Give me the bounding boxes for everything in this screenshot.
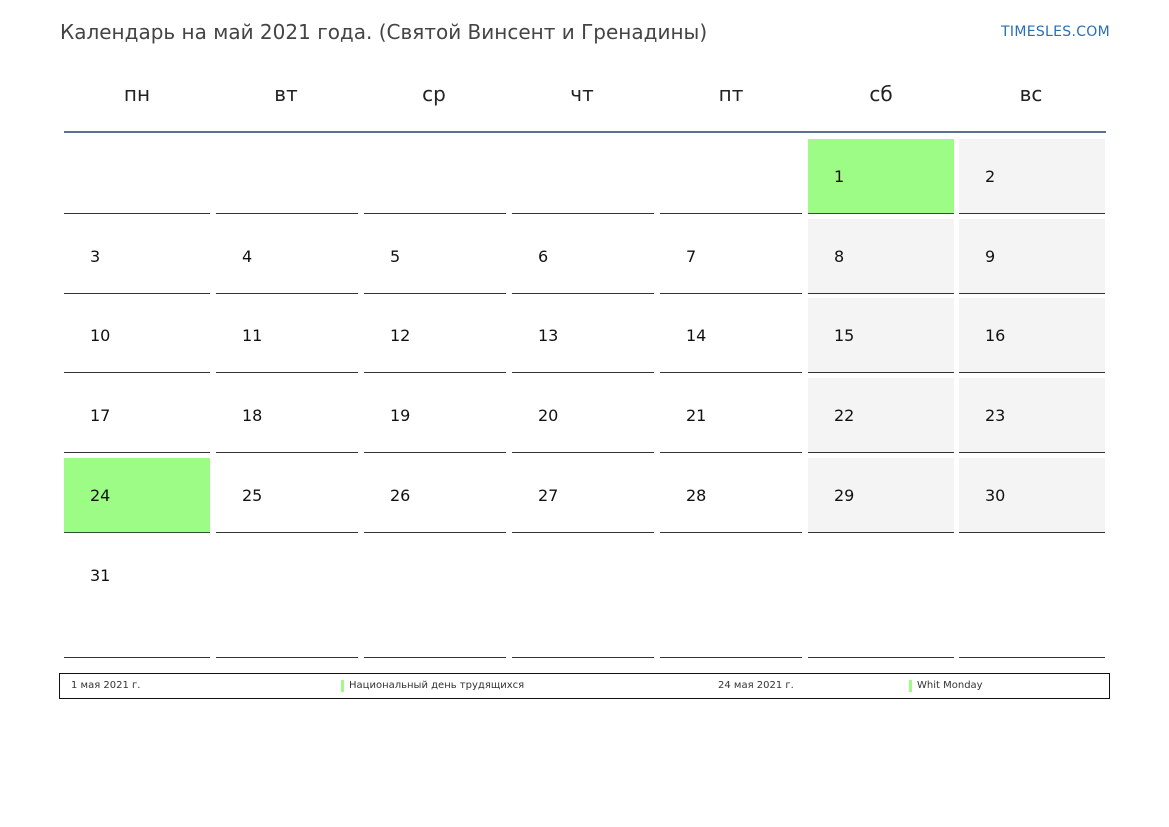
day-number: 29: [834, 486, 855, 505]
day-number: 10: [90, 326, 111, 345]
day-number: 9: [985, 247, 996, 266]
legend-name-1: Национальный день трудящихся: [349, 680, 525, 691]
weekday-thu: чт: [570, 82, 594, 106]
empty-day-cell: [216, 538, 358, 658]
day-number: 11: [242, 326, 263, 345]
weekday-sun: вс: [1019, 82, 1043, 106]
day-number: 16: [985, 326, 1006, 345]
empty-day-cell: [959, 538, 1105, 658]
day-number: 5: [390, 247, 401, 266]
legend-date-1: 1 мая 2021 г.: [71, 680, 141, 691]
day-number: 22: [834, 406, 855, 425]
day-cell-21[interactable]: 21: [660, 378, 802, 453]
day-cell-23[interactable]: 23: [959, 378, 1105, 453]
weekday-fri: пт: [718, 82, 744, 106]
day-number: 8: [834, 247, 845, 266]
day-number: 24: [90, 486, 111, 505]
day-number: 7: [686, 247, 697, 266]
day-number: 21: [686, 406, 707, 425]
day-cell-25[interactable]: 25: [216, 458, 358, 533]
weekday-header-row: пн вт ср чт пт сб вс: [64, 82, 1106, 116]
day-number: 31: [90, 566, 111, 585]
day-number: 26: [390, 486, 411, 505]
day-number: 23: [985, 406, 1006, 425]
empty-day-cell: [364, 139, 506, 214]
empty-day-cell: [512, 538, 654, 658]
day-number: 28: [686, 486, 707, 505]
day-cell-29[interactable]: 29: [808, 458, 954, 533]
legend-date-2: 24 мая 2021 г.: [718, 680, 794, 691]
day-cell-11[interactable]: 11: [216, 298, 358, 373]
brand-link[interactable]: TIMESLES.COM: [1001, 24, 1110, 40]
empty-day-cell: [64, 139, 210, 214]
day-cell-30[interactable]: 30: [959, 458, 1105, 533]
day-cell-9[interactable]: 9: [959, 219, 1105, 294]
day-number: 18: [242, 406, 263, 425]
day-cell-8[interactable]: 8: [808, 219, 954, 294]
empty-day-cell: [660, 139, 802, 214]
day-number: 15: [834, 326, 855, 345]
day-cell-28[interactable]: 28: [660, 458, 802, 533]
day-cell-24[interactable]: 24: [64, 458, 210, 533]
day-cell-14[interactable]: 14: [660, 298, 802, 373]
day-cell-12[interactable]: 12: [364, 298, 506, 373]
day-number: 1: [834, 167, 845, 186]
day-number: 4: [242, 247, 253, 266]
empty-day-cell: [512, 139, 654, 214]
day-cell-26[interactable]: 26: [364, 458, 506, 533]
day-cell-7[interactable]: 7: [660, 219, 802, 294]
day-cell-19[interactable]: 19: [364, 378, 506, 453]
day-cell-3[interactable]: 3: [64, 219, 210, 294]
day-number: 2: [985, 167, 996, 186]
day-number: 25: [242, 486, 263, 505]
legend-color-marker: [341, 680, 344, 692]
header-divider: [64, 131, 1106, 133]
empty-day-cell: [364, 538, 506, 658]
day-number: 27: [538, 486, 559, 505]
day-cell-2[interactable]: 2: [959, 139, 1105, 214]
day-cell-6[interactable]: 6: [512, 219, 654, 294]
day-number: 12: [390, 326, 411, 345]
day-cell-22[interactable]: 22: [808, 378, 954, 453]
day-cell-18[interactable]: 18: [216, 378, 358, 453]
empty-day-cell: [216, 139, 358, 214]
day-cell-4[interactable]: 4: [216, 219, 358, 294]
day-cell-20[interactable]: 20: [512, 378, 654, 453]
day-number: 6: [538, 247, 549, 266]
day-number: 3: [90, 247, 101, 266]
weekday-wed: ср: [422, 82, 446, 106]
day-number: 13: [538, 326, 559, 345]
weekday-tue: вт: [274, 82, 298, 106]
legend-name-2: Whit Monday: [917, 680, 983, 691]
weekday-mon: пн: [123, 82, 151, 106]
holiday-legend: 1 мая 2021 г. Национальный день трудящих…: [59, 673, 1110, 699]
day-number: 17: [90, 406, 111, 425]
empty-day-cell: [660, 538, 802, 658]
day-cell-17[interactable]: 17: [64, 378, 210, 453]
legend-color-marker: [909, 680, 912, 692]
day-cell-5[interactable]: 5: [364, 219, 506, 294]
day-cell-13[interactable]: 13: [512, 298, 654, 373]
empty-day-cell: [808, 538, 954, 658]
day-number: 20: [538, 406, 559, 425]
day-cell-15[interactable]: 15: [808, 298, 954, 373]
day-cell-1[interactable]: 1: [808, 139, 954, 214]
day-number: 14: [686, 326, 707, 345]
day-cell-16[interactable]: 16: [959, 298, 1105, 373]
weekday-sat: сб: [869, 82, 893, 106]
day-number: 19: [390, 406, 411, 425]
day-cell-27[interactable]: 27: [512, 458, 654, 533]
day-cell-10[interactable]: 10: [64, 298, 210, 373]
day-number: 30: [985, 486, 1006, 505]
page-title: Календарь на май 2021 года. (Святой Винс…: [60, 20, 708, 44]
day-cell-31[interactable]: 31: [64, 538, 210, 658]
